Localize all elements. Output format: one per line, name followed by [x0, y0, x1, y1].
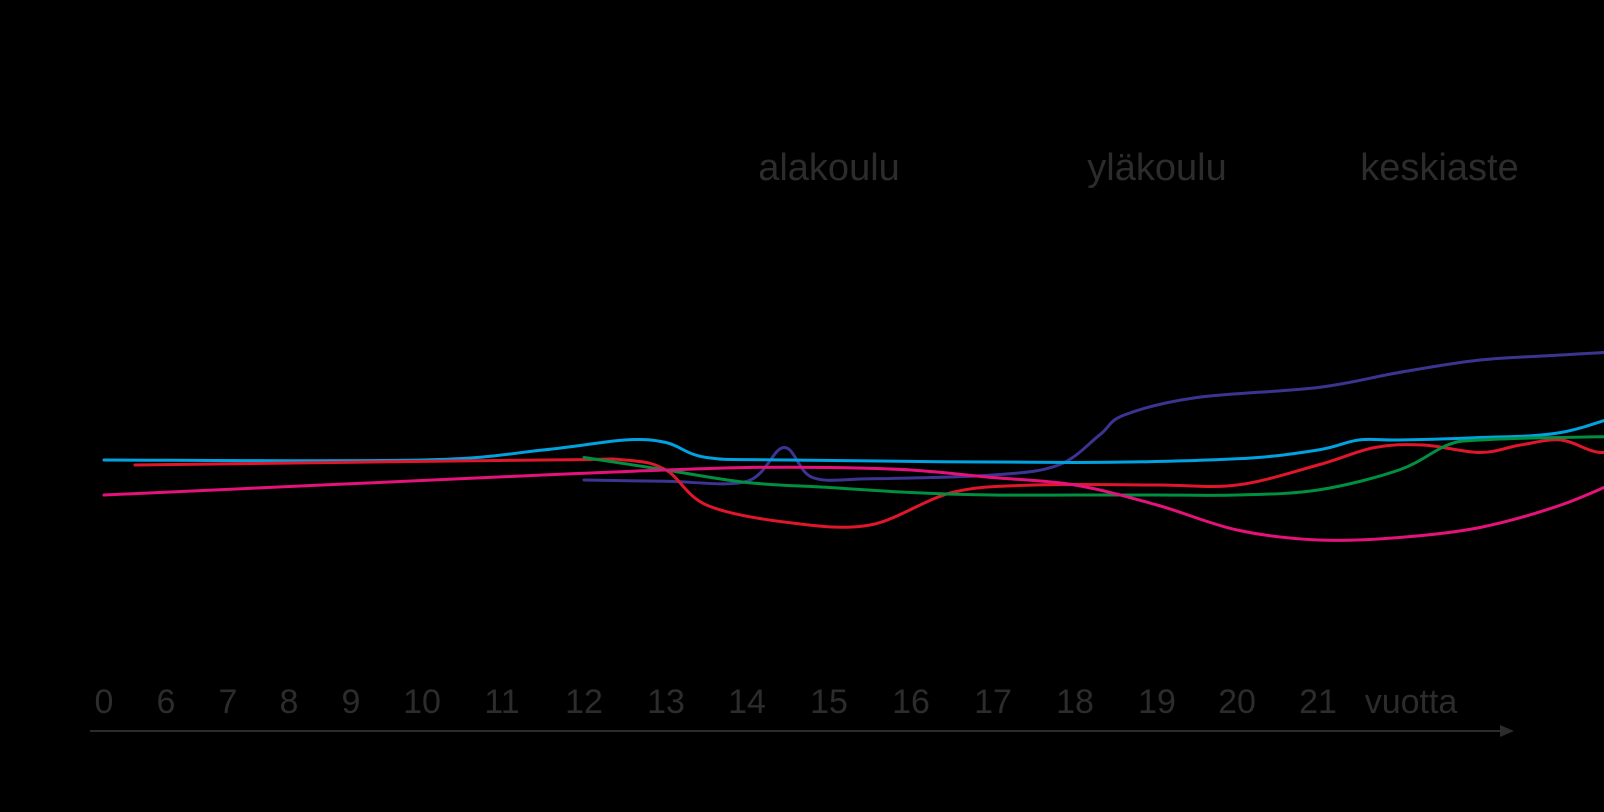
stage-label: alakoulu — [758, 147, 900, 189]
school-stage-labels: alakoulu yläkoulu keskiaste — [758, 147, 1518, 189]
x-tick-label: 12 — [565, 683, 603, 721]
stage-label: keskiaste — [1360, 147, 1518, 189]
series-line-2 — [102, 419, 1604, 465]
x-tick-label: 7 — [219, 683, 238, 721]
x-tick-label: 8 — [280, 683, 299, 721]
x-tick-label: 19 — [1138, 683, 1176, 721]
x-tick-label: 21 — [1299, 683, 1337, 721]
series-line-1 — [582, 351, 1604, 486]
x-tick-label: 20 — [1218, 683, 1256, 721]
x-tick-label: 14 — [728, 683, 766, 721]
x-tick-label: 11 — [484, 683, 519, 721]
x-tick-label: 10 — [403, 683, 441, 721]
series-line-3 — [133, 438, 1604, 529]
series-line-4 — [582, 435, 1604, 497]
stage-label: yläkoulu — [1087, 147, 1226, 189]
x-axis-unit-label: vuotta — [1365, 683, 1458, 721]
series-line-5 — [102, 465, 1604, 542]
x-tick-label: 6 — [157, 683, 176, 721]
x-tick-label: 16 — [892, 683, 930, 721]
x-tick-label: 9 — [342, 683, 361, 721]
x-tick-label: 15 — [810, 683, 848, 721]
x-tick-label: 13 — [647, 683, 685, 721]
x-axis-tick-labels: 0 6 7 8 9 10 11 12 13 14 15 16 17 18 19 20 21 — [95, 683, 1337, 721]
x-tick-label: 17 — [974, 683, 1012, 721]
x-tick-label: 18 — [1056, 683, 1094, 721]
series-lines — [102, 351, 1604, 542]
x-tick-label: 0 — [95, 683, 114, 721]
